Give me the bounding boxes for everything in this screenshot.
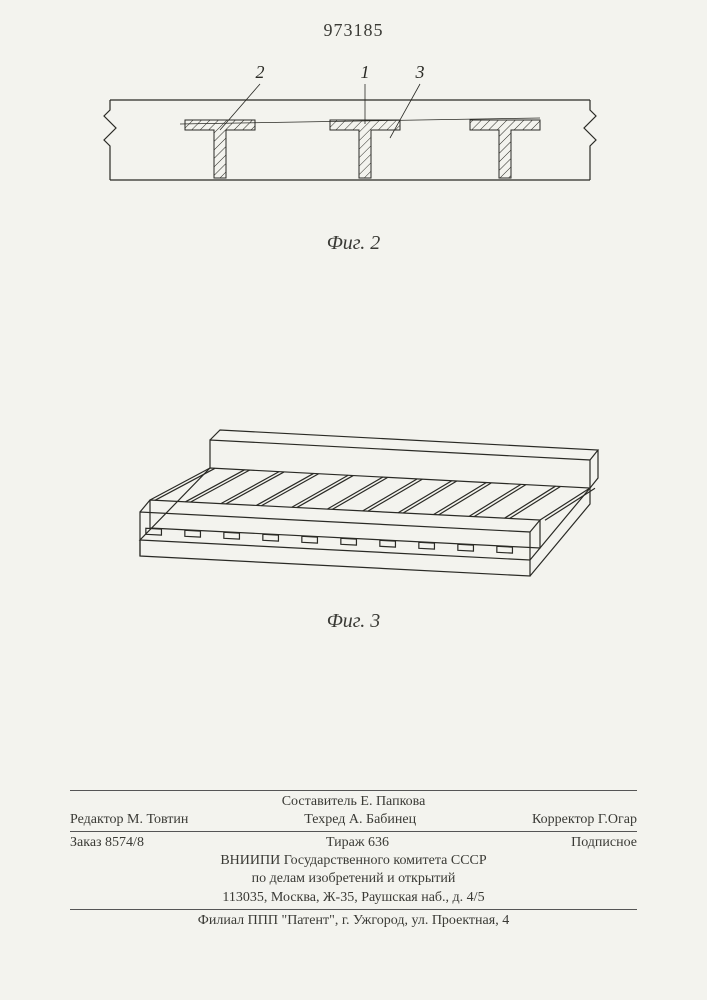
address-line: 113035, Москва, Ж-35, Раушская наб., д. … [70,889,637,907]
figure-3-caption: Фиг. 3 [0,610,707,633]
credits-row: Редактор М. Товтин Техред А. Бабинец Кор… [70,811,637,829]
divider [70,790,637,791]
techred: Техред А. Бабинец [304,811,416,829]
editor: Редактор М. Товтин [70,811,188,829]
side-slot [263,534,279,541]
org-line-1: ВНИИПИ Государственного комитета СССР [70,852,637,870]
rib [505,486,561,518]
compiler-line: Составитель Е. Папкова [70,793,637,811]
side-slot [341,538,357,545]
rib [221,472,284,504]
figure-2-caption: Фиг. 2 [0,232,707,255]
print-row: Заказ 8574/8 Тираж 636 Подписное [70,834,637,852]
leader-line [390,84,420,138]
figure-2-svg: 2 1 3 [100,60,600,200]
tee-section [470,120,540,178]
corrector: Корректор Г.Огар [532,811,637,829]
divider [70,909,637,910]
document-number: 973185 [0,20,707,41]
figure-2: 2 1 3 [100,60,600,220]
branch-line: Филиал ППП "Патент", г. Ужгород, ул. Про… [70,912,637,930]
side-slot [380,540,396,547]
figure-3 [100,370,600,600]
side-slot [185,530,201,537]
tirazh: Тираж 636 [326,834,389,852]
side-slot [458,544,474,551]
side-slot [224,532,240,539]
figure-label: 1 [361,62,370,82]
order: Заказ 8574/8 [70,834,144,852]
imprint-footer: Составитель Е. Папкова Редактор М. Товти… [70,788,637,930]
figure-3-svg [100,370,600,580]
side-slot [497,546,513,553]
rib [434,483,492,515]
side-slot [419,542,435,549]
rib [185,470,249,502]
side-slot [302,536,318,543]
rib [469,484,526,516]
tee-section [185,120,255,178]
tee-section [330,120,400,178]
figure-label: 2 [256,62,265,82]
figure-label: 3 [415,62,425,82]
org-line-2: по делам изобретений и открытий [70,870,637,888]
divider [70,831,637,832]
subscription: Подписное [571,834,637,852]
